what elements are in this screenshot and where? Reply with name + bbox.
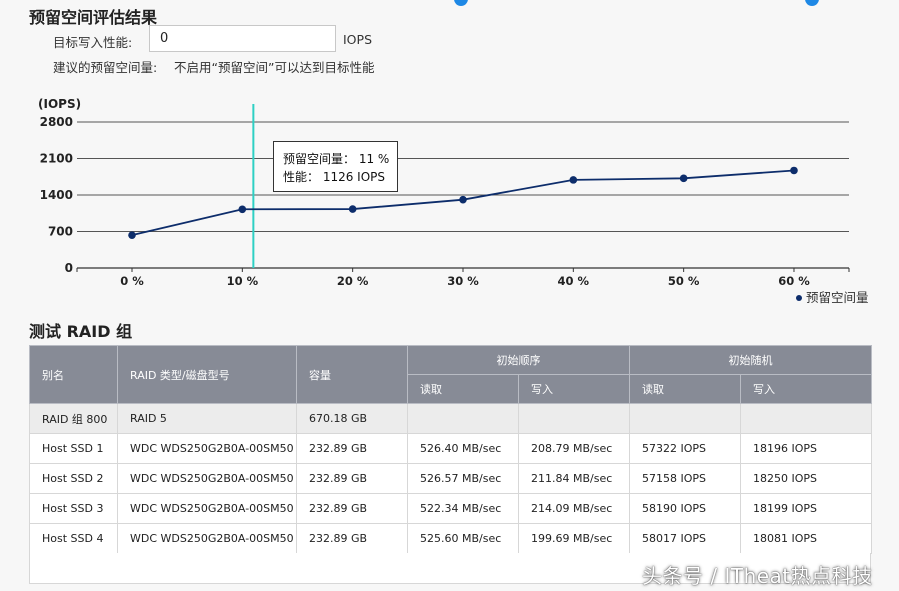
overprovision-chart: 0 700 1400 2100 2800 0 % 10 % 20 % 30 % 40 % 50 %… (38, 97, 869, 305)
cell-seq-write (518, 403, 630, 434)
legend-marker (796, 295, 802, 301)
data-point[interactable] (679, 174, 688, 183)
scroll-indicator-icon (454, 0, 468, 6)
cell-alias: Host SSD 2 (29, 463, 118, 494)
raid-group-table: 别名 RAID 类型/磁盘型号 容量 初始顺序 初始随机 读取 写入 读取 写入… (29, 345, 872, 554)
cell-rand-read: 58017 IOPS (629, 523, 741, 554)
cell-capacity: 232.89 GB (296, 493, 408, 524)
cell-rand-read: 57322 IOPS (629, 433, 741, 464)
recommend-label: 建议的预留空间量: (53, 60, 158, 75)
y-tick-label: 2100 (40, 152, 73, 166)
cell-seq-read: 526.40 MB/sec (407, 433, 519, 464)
x-tick-label: 0 % (120, 274, 144, 288)
data-point[interactable] (790, 166, 798, 175)
cell-rand-write: 18196 IOPS (740, 433, 872, 464)
header-rand-write: 写入 (740, 374, 872, 404)
x-tick-label: 50 % (668, 274, 700, 288)
raid-section-title: 测试 RAID 组 (29, 322, 133, 341)
y-tick-label: 0 (65, 261, 73, 275)
data-point[interactable] (459, 195, 467, 204)
cell-capacity: 670.18 GB (296, 403, 408, 434)
cell-type-model: WDC WDS250G2B0A-00SM50 (117, 493, 297, 524)
x-tick-label: 20 % (337, 274, 369, 288)
cell-alias: Host SSD 1 (29, 433, 118, 464)
cell-seq-read: 526.57 MB/sec (407, 463, 519, 494)
data-point[interactable] (348, 205, 357, 213)
cell-alias: Host SSD 3 (29, 493, 118, 524)
header-type-model: RAID 类型/磁盘型号 (117, 345, 297, 404)
target-unit: IOPS (343, 32, 372, 47)
cell-rand-read (629, 403, 741, 434)
cell-seq-read (407, 403, 519, 434)
cell-rand-read: 58190 IOPS (629, 493, 741, 524)
chart-tooltip: 预留空间量： 11 % 性能： 1126 IOPS (273, 141, 398, 192)
table-row[interactable]: Host SSD 4 WDC WDS250G2B0A-00SM50 232.89… (29, 523, 872, 554)
x-tick-label: 10 % (227, 274, 259, 288)
cell-rand-write: 18199 IOPS (740, 493, 872, 524)
cell-rand-write (740, 403, 872, 434)
target-performance-input[interactable] (149, 25, 336, 52)
target-label: 目标写入性能: (53, 35, 133, 50)
cell-rand-write: 18250 IOPS (740, 463, 872, 494)
x-tick-label: 40 % (558, 274, 590, 288)
header-initial-sequential: 初始顺序 (407, 345, 630, 375)
y-tick-label: 1400 (40, 188, 73, 202)
cell-seq-read: 522.34 MB/sec (407, 493, 519, 524)
cell-alias: Host SSD 4 (29, 523, 118, 554)
table-row[interactable]: Host SSD 1 WDC WDS250G2B0A-00SM50 232.89… (29, 433, 872, 464)
data-point[interactable] (238, 205, 247, 214)
cell-rand-read: 57158 IOPS (629, 463, 741, 494)
recommend-text: 不启用“预留空间”可以达到目标性能 (174, 60, 375, 75)
cell-seq-write: 214.09 MB/sec (518, 493, 630, 524)
y-tick-label: 700 (48, 225, 73, 239)
legend-label: 预留空间量 (806, 290, 869, 305)
cell-rand-write: 18081 IOPS (740, 523, 872, 554)
y-tick-label: 2800 (40, 115, 73, 129)
header-seq-write: 写入 (518, 374, 630, 404)
cell-capacity: 232.89 GB (296, 463, 408, 494)
header-capacity: 容量 (296, 345, 408, 404)
cell-alias: RAID 组 800 (29, 403, 118, 434)
header-rand-read: 读取 (629, 374, 741, 404)
y-axis-unit-label: (IOPS) (38, 97, 81, 111)
header-initial-random: 初始随机 (629, 345, 872, 375)
table-row[interactable]: Host SSD 3 WDC WDS250G2B0A-00SM50 232.89… (29, 493, 872, 524)
cell-capacity: 232.89 GB (296, 523, 408, 554)
x-tick-label: 60 % (778, 274, 810, 288)
tooltip-overprovision: 预留空间量： 11 % (283, 152, 390, 166)
cell-seq-write: 208.79 MB/sec (518, 433, 630, 464)
header-alias: 别名 (29, 345, 118, 404)
cell-seq-write: 211.84 MB/sec (518, 463, 630, 494)
cell-type-model: WDC WDS250G2B0A-00SM50 (117, 523, 297, 554)
tooltip-performance: 性能： 1126 IOPS (283, 170, 386, 184)
table-row[interactable]: Host SSD 2 WDC WDS250G2B0A-00SM50 232.89… (29, 463, 872, 494)
cell-seq-read: 525.60 MB/sec (407, 523, 519, 554)
data-point[interactable] (128, 231, 136, 239)
watermark: 头条号 / ITheat热点科技 (642, 564, 873, 588)
cell-type-model: WDC WDS250G2B0A-00SM50 (117, 433, 297, 464)
table-row[interactable]: RAID 组 800 RAID 5 670.18 GB (29, 403, 872, 434)
evaluation-title: 预留空间评估结果 (29, 8, 158, 27)
table-empty-area (29, 553, 871, 584)
header-seq-read: 读取 (407, 374, 519, 404)
cell-seq-write: 199.69 MB/sec (518, 523, 630, 554)
data-point[interactable] (569, 176, 578, 184)
x-tick-label: 30 % (447, 274, 479, 288)
cell-capacity: 232.89 GB (296, 433, 408, 464)
cell-type-model: WDC WDS250G2B0A-00SM50 (117, 463, 297, 494)
cell-type-model: RAID 5 (117, 403, 297, 434)
scroll-indicator-icon (805, 0, 819, 6)
